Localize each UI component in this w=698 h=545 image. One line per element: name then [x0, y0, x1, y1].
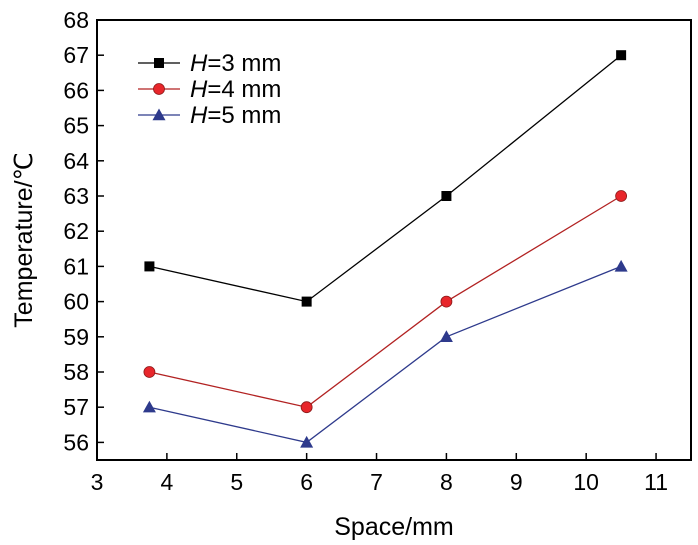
y-tick-label: 67 — [63, 42, 89, 68]
data-point — [144, 261, 155, 272]
legend-marker — [153, 83, 165, 95]
legend-marker — [154, 58, 164, 68]
data-point — [614, 259, 628, 272]
data-point — [440, 295, 453, 308]
y-tick-label: 62 — [63, 218, 89, 244]
series-line — [149, 54, 622, 303]
y-tick-label: 61 — [63, 253, 89, 279]
series-line — [149, 265, 622, 444]
series-3 — [142, 259, 628, 448]
y-tick-label: 68 — [63, 7, 89, 33]
x-tick-label: 4 — [160, 469, 173, 495]
legend-marker — [152, 108, 166, 121]
data-point — [143, 366, 156, 378]
legend-item: H=4 mm — [138, 76, 281, 103]
series-line — [149, 195, 622, 408]
y-tick-label: 64 — [63, 148, 89, 174]
x-tick-label: 3 — [91, 469, 104, 495]
y-tick-label: 58 — [63, 359, 89, 385]
legend-variable: H — [190, 50, 208, 77]
data-point — [615, 190, 628, 202]
y-tick-label: 60 — [63, 289, 89, 315]
x-tick-label: 8 — [440, 469, 453, 495]
legend-variable: H — [190, 102, 208, 129]
legend-value: =3 mm — [207, 50, 281, 77]
x-tick-label: 6 — [300, 469, 313, 495]
data-point — [616, 50, 627, 61]
data-point — [441, 191, 452, 201]
series-1 — [144, 50, 627, 307]
legend-value: =4 mm — [207, 76, 281, 103]
y-tick-label: 59 — [63, 324, 89, 350]
legend-item: H=3 mm — [138, 50, 281, 77]
data-point — [300, 401, 313, 414]
x-tick-label: 5 — [230, 469, 243, 495]
data-point — [439, 330, 453, 342]
data-point — [301, 296, 312, 307]
legend-variable: H — [190, 76, 208, 103]
y-tick-label: 57 — [63, 394, 89, 420]
series-2 — [143, 190, 628, 414]
plot-frame — [96, 19, 692, 461]
data-point — [300, 435, 314, 448]
data-point — [142, 400, 156, 413]
legend-item: H=5 mm — [138, 102, 281, 129]
y-tick-label: 66 — [63, 77, 89, 103]
legend: H=3 mmH=4 mmH=5 mm — [138, 50, 281, 129]
y-axis-title: Temperature/℃ — [10, 152, 38, 327]
x-tick-label: 9 — [510, 469, 523, 495]
legend-label: H=4 mm — [190, 76, 281, 103]
x-axis-title: Space/mm — [334, 513, 453, 541]
legend-label: H=5 mm — [190, 102, 281, 129]
legend-value: =5 mm — [207, 102, 281, 129]
y-tick-label: 63 — [63, 183, 89, 209]
x-tick-label: 11 — [644, 469, 668, 495]
y-tick-label: 65 — [63, 113, 89, 139]
x-tick-label: 10 — [573, 469, 599, 495]
legend-label: H=3 mm — [190, 50, 281, 77]
x-tick-label: 7 — [370, 469, 383, 495]
y-tick-label: 56 — [63, 429, 89, 455]
